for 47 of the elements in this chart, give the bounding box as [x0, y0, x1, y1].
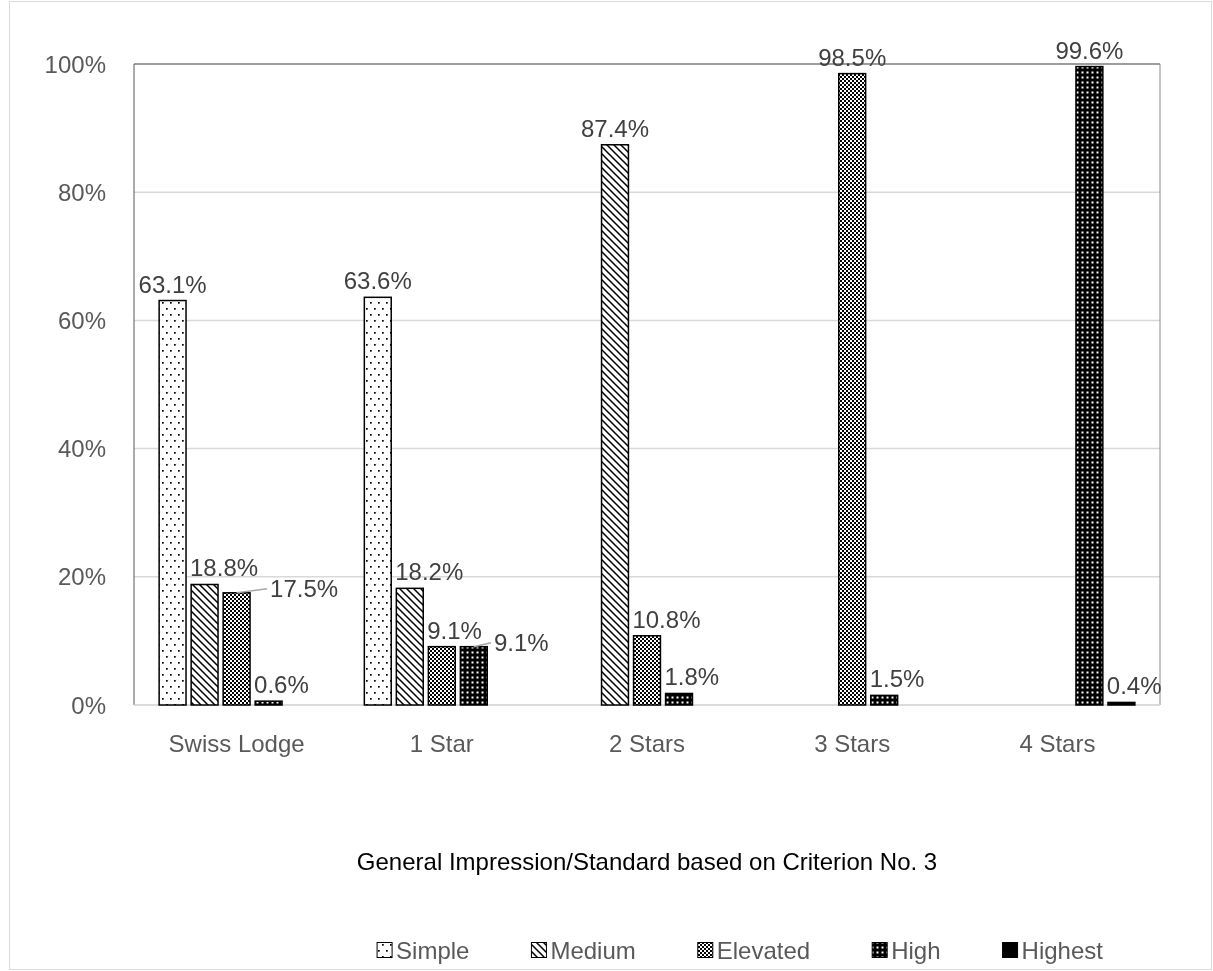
- data-label: 9.1%: [493, 628, 549, 656]
- bar: [1075, 65, 1104, 706]
- legend-label: Simple: [396, 936, 470, 964]
- x-tick-label: Swiss Lodge: [168, 730, 305, 757]
- y-tick-label: 0%: [71, 691, 106, 719]
- bar: [158, 299, 187, 706]
- data-label: 18.2%: [395, 558, 464, 586]
- x-tick-label: 4 Stars: [1019, 730, 1096, 757]
- y-tick-label: 40%: [57, 435, 106, 463]
- x-tick-label: 3 Stars: [814, 730, 891, 757]
- y-tick-label: 20%: [57, 563, 106, 591]
- x-axis-title: General Impression/Standard based on Criterion No. 3: [356, 848, 938, 875]
- data-label: 63.1%: [138, 270, 207, 298]
- bar: [1107, 701, 1136, 706]
- legend-label: High: [891, 936, 941, 964]
- y-tick-label: 100%: [44, 50, 106, 78]
- legend-label: Elevated: [716, 936, 811, 964]
- data-label: 87.4%: [580, 114, 650, 142]
- data-label: 9.1%: [427, 616, 482, 644]
- y-tick-label: 80%: [57, 178, 106, 206]
- bar: [600, 144, 630, 706]
- data-label: 99.6%: [1055, 36, 1124, 64]
- bar: [427, 645, 456, 706]
- bar: [632, 635, 662, 706]
- bar: [459, 645, 488, 706]
- bar: [870, 694, 899, 706]
- bar: [222, 592, 251, 706]
- bar: [190, 583, 219, 706]
- y-tick-label: 60%: [57, 306, 106, 334]
- legend-label: Highest: [1021, 936, 1104, 964]
- bar: [363, 296, 392, 706]
- data-label: 18.8%: [190, 554, 259, 582]
- data-label: 10.8%: [632, 605, 701, 633]
- x-tick-label: 1 Star: [409, 730, 474, 757]
- data-label: 63.6%: [343, 267, 412, 295]
- data-label: 98.5%: [818, 43, 887, 71]
- bar: [838, 72, 867, 706]
- data-label: 1.5%: [869, 665, 925, 693]
- bar: [664, 692, 694, 706]
- x-tick-label: 2 Stars: [608, 730, 686, 757]
- data-label: 0.6%: [254, 671, 309, 699]
- data-label: 0.4%: [1106, 672, 1162, 700]
- bar: [254, 700, 283, 706]
- bar: [395, 587, 424, 706]
- data-label: 1.8%: [664, 663, 720, 691]
- data-label: 17.5%: [270, 574, 339, 602]
- legend-label: Medium: [550, 936, 636, 964]
